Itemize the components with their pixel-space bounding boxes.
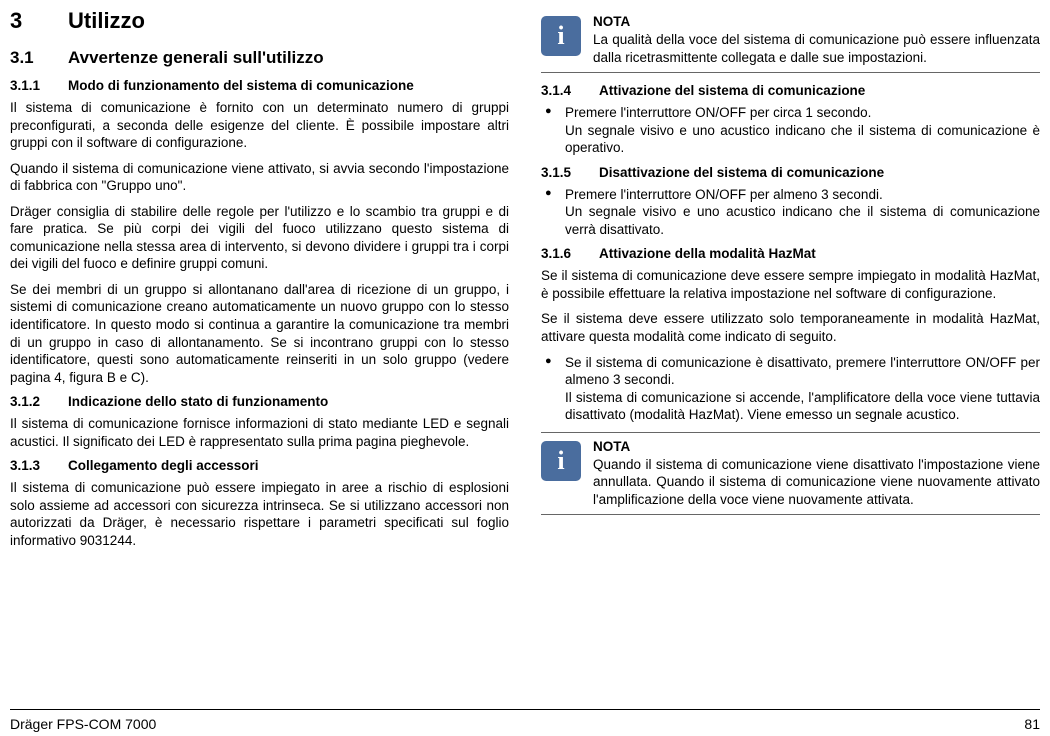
- paragraph: Il sistema di comunicazione fornisce inf…: [10, 415, 509, 450]
- h3-title: Indicazione dello stato di funzionamento: [68, 394, 328, 409]
- h3-title: Attivazione del sistema di comunicazione: [599, 83, 865, 98]
- note-box: i NOTA Quando il sistema di comunicazion…: [541, 432, 1040, 516]
- paragraph: Il sistema di comunicazione è fornito co…: [10, 99, 509, 152]
- left-column: 3 Utilizzo 3.1 Avvertenze generali sull'…: [10, 8, 509, 709]
- heading-3-1-4: 3.1.4 Attivazione del sistema di comunic…: [541, 83, 1040, 98]
- note-text: La qualità della voce del sistema di com…: [593, 31, 1040, 66]
- heading-3-1-3: 3.1.3 Collegamento degli accessori: [10, 458, 509, 473]
- h3-number: 3.1.2: [10, 394, 68, 409]
- h3-number: 3.1.3: [10, 458, 68, 473]
- heading-3-1-6: 3.1.6 Attivazione della modalità HazMat: [541, 246, 1040, 261]
- h3-number: 3.1.4: [541, 83, 599, 98]
- info-icon: i: [541, 441, 581, 481]
- info-icon: i: [541, 16, 581, 56]
- page: 3 Utilizzo 3.1 Avvertenze generali sull'…: [0, 0, 1050, 736]
- paragraph: Dräger consiglia di stabilire delle rego…: [10, 203, 509, 273]
- h3-number: 3.1.5: [541, 165, 599, 180]
- h2-title: Avvertenze generali sull'utilizzo: [68, 48, 324, 68]
- h3-number: 3.1.1: [10, 78, 68, 93]
- heading-1: 3 Utilizzo: [10, 8, 509, 34]
- bullet-list: Premere l'interruttore ON/OFF per almeno…: [541, 186, 1040, 239]
- list-item-line: Il sistema di comunicazione si accende, …: [565, 389, 1040, 424]
- list-item-line: Un segnale visivo e uno acustico indican…: [565, 122, 1040, 157]
- h1-number: 3: [10, 8, 68, 34]
- list-item-line: Premere l'interruttore ON/OFF per circa …: [565, 105, 871, 120]
- list-item: Se il sistema di comunicazione è disatti…: [541, 354, 1040, 424]
- right-column: i NOTA La qualità della voce del sistema…: [541, 8, 1040, 709]
- paragraph: Se il sistema di comunicazione deve esse…: [541, 267, 1040, 302]
- note-title: NOTA: [593, 14, 1040, 29]
- heading-3-1-2: 3.1.2 Indicazione dello stato di funzion…: [10, 394, 509, 409]
- paragraph: Se dei membri di un gruppo si allontanan…: [10, 281, 509, 386]
- heading-3-1-1: 3.1.1 Modo di funzionamento del sistema …: [10, 78, 509, 93]
- h3-title: Disattivazione del sistema di comunicazi…: [599, 165, 884, 180]
- list-item-line: Se il sistema di comunicazione è disatti…: [565, 354, 1040, 389]
- h1-title: Utilizzo: [68, 8, 145, 34]
- h3-number: 3.1.6: [541, 246, 599, 261]
- paragraph: Il sistema di comunicazione può essere i…: [10, 479, 509, 549]
- paragraph: Se il sistema deve essere utilizzato sol…: [541, 310, 1040, 345]
- note-body: NOTA Quando il sistema di comunicazione …: [593, 439, 1040, 509]
- h2-number: 3.1: [10, 48, 68, 68]
- footer-product: Dräger FPS-COM 7000: [10, 716, 156, 732]
- bullet-list: Premere l'interruttore ON/OFF per circa …: [541, 104, 1040, 157]
- note-box: i NOTA La qualità della voce del sistema…: [541, 8, 1040, 73]
- heading-2: 3.1 Avvertenze generali sull'utilizzo: [10, 48, 509, 68]
- footer-page-number: 81: [1024, 716, 1040, 732]
- list-item: Premere l'interruttore ON/OFF per circa …: [541, 104, 1040, 157]
- footer: Dräger FPS-COM 7000 81: [10, 709, 1040, 736]
- bullet-list: Se il sistema di comunicazione è disatti…: [541, 354, 1040, 424]
- note-title: NOTA: [593, 439, 1040, 454]
- h3-title: Collegamento degli accessori: [68, 458, 259, 473]
- paragraph: Quando il sistema di comunicazione viene…: [10, 160, 509, 195]
- heading-3-1-5: 3.1.5 Disattivazione del sistema di comu…: [541, 165, 1040, 180]
- h3-title: Attivazione della modalità HazMat: [599, 246, 816, 261]
- h3-title: Modo di funzionamento del sistema di com…: [68, 78, 414, 93]
- content-area: 3 Utilizzo 3.1 Avvertenze generali sull'…: [0, 0, 1050, 709]
- list-item-line: Premere l'interruttore ON/OFF per almeno…: [565, 187, 883, 202]
- list-item-line: Un segnale visivo e uno acustico indican…: [565, 203, 1040, 238]
- note-body: NOTA La qualità della voce del sistema d…: [593, 14, 1040, 66]
- note-text: Quando il sistema di comunicazione viene…: [593, 456, 1040, 509]
- list-item: Premere l'interruttore ON/OFF per almeno…: [541, 186, 1040, 239]
